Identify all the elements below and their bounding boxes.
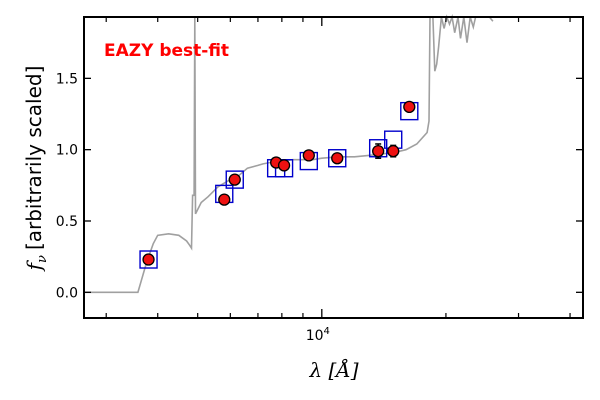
tick-layer: 0.0 0.5 1.0 1.5 104 [56,17,583,344]
y-tick-label: 1.0 [56,143,78,159]
model-flux-box [139,250,158,269]
template-curve-layer [84,13,494,294]
observed-flux-point [387,144,400,158]
y-tick-label: 0.0 [56,285,78,301]
model-flux-box [328,149,347,168]
plot-area [84,13,494,294]
annotation-label: EAZY best-fit [104,41,229,61]
observed-flux-point [218,193,231,206]
observed-flux-point [228,173,241,186]
model-box-layer [139,101,419,269]
template-spectrum-line [84,13,494,294]
observed-flux-point [302,149,315,162]
model-flux-box [225,170,244,189]
observed-flux-point [403,100,416,114]
x-axis-label: λ [Å] [308,357,358,382]
observed-flux-point [372,144,385,158]
x-tick-label: 104 [306,326,330,344]
y-tick-label: 1.5 [56,71,78,87]
y-axis-label-subscript: ν [35,255,50,263]
observed-point-layer [142,100,416,266]
x-tick-label-exponent: 4 [324,326,330,337]
y-tick-label: 0.5 [56,214,78,230]
error-bar-layer [145,103,413,262]
y-axis-label-text: [arbitrarily scaled] [22,66,46,250]
observed-flux-point [277,159,291,172]
observed-flux-point [331,152,344,165]
plot-frame [83,16,584,319]
y-axis-label: fν[arbitrarily scaled] [22,66,50,273]
observed-flux-point [142,253,155,266]
